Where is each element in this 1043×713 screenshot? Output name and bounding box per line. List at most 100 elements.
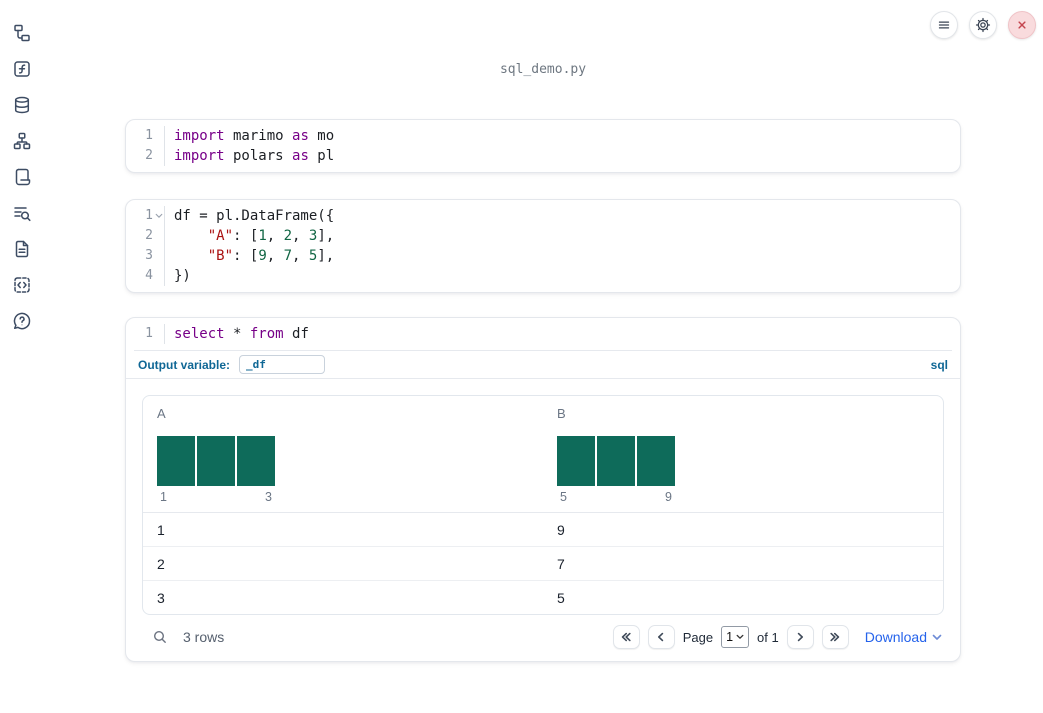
tick-min: 1 <box>160 490 167 504</box>
histogram-bar <box>597 436 635 486</box>
sidebar-item-snippets[interactable] <box>12 275 32 295</box>
line-number: 1 <box>145 208 153 223</box>
code-text[interactable]: import polars as pl <box>164 146 960 166</box>
code-cell-imports[interactable]: 1 import marimo as mo 2 import polars as pl <box>125 119 961 173</box>
code-editor[interactable]: 1 import marimo as mo 2 import polars as pl <box>126 120 960 172</box>
divider <box>126 378 960 379</box>
table-cell: 1 <box>157 521 165 538</box>
download-button[interactable]: Download <box>865 629 942 645</box>
sidebar-item-dependency-graph[interactable] <box>12 131 32 151</box>
line-number: 3 <box>145 248 153 263</box>
line-number: 1 <box>145 326 153 341</box>
chevron-left-icon <box>655 631 667 643</box>
sidebar-item-data-sources[interactable] <box>12 95 32 115</box>
fold-gutter <box>153 266 164 286</box>
table-footer: 3 rows Page 1 of <box>142 625 944 649</box>
menu-button[interactable] <box>930 11 958 39</box>
line-number: 2 <box>145 228 153 243</box>
sidebar-item-help[interactable] <box>12 311 32 331</box>
output-variable-label: Output variable: <box>138 357 231 372</box>
scroll-icon <box>12 167 32 187</box>
fold-gutter <box>153 324 164 344</box>
table-footer-left: 3 rows <box>144 629 224 645</box>
database-icon <box>12 95 32 115</box>
list-search-icon <box>12 203 32 223</box>
code-text[interactable]: "A": [1, 2, 3], <box>164 226 960 246</box>
code-text[interactable]: }) <box>164 266 960 286</box>
menu-icon <box>935 16 953 34</box>
code-line[interactable]: 2 "A": [1, 2, 3], <box>126 226 960 246</box>
top-actions <box>930 11 1036 39</box>
table-cell: 5 <box>557 589 565 606</box>
line-number: 2 <box>145 148 153 163</box>
code-text[interactable]: select * from df <box>164 324 960 344</box>
sql-editor[interactable]: 1 select * from df <box>126 318 960 350</box>
output-variable-input[interactable]: _df <box>239 355 326 374</box>
code-text[interactable]: df = pl.DataFrame({ <box>164 206 960 226</box>
code-line[interactable]: 3 "B": [9, 7, 5], <box>126 246 960 266</box>
sidebar-item-variables[interactable] <box>12 59 32 79</box>
fold-chevron-down-icon[interactable] <box>153 206 164 226</box>
file-tree-icon <box>12 23 32 43</box>
sidebar-item-outline[interactable] <box>12 203 32 223</box>
prev-page-button[interactable] <box>647 625 675 649</box>
close-button[interactable] <box>1008 11 1036 39</box>
table-cell: 9 <box>557 521 565 538</box>
code-text[interactable]: "B": [9, 7, 5], <box>164 246 960 266</box>
code-line[interactable]: 1 select * from df <box>126 324 960 344</box>
sidebar-item-documentation[interactable] <box>12 239 32 259</box>
helper-sidebar <box>0 0 44 713</box>
column-histogram <box>157 436 275 486</box>
sidebar-item-logs[interactable] <box>12 167 32 187</box>
output-variable-row: Output variable: _df sql <box>126 351 960 378</box>
column-name[interactable]: B <box>557 406 566 421</box>
network-icon <box>12 131 32 151</box>
line-number: 4 <box>145 268 153 283</box>
chevron-right-icon <box>794 631 806 643</box>
row-count: 3 rows <box>183 629 225 645</box>
tick-min: 5 <box>560 490 567 504</box>
code-editor[interactable]: 1 df = pl.DataFrame({2 "A": [1, 2, 3], 3 "… <box>126 200 960 292</box>
next-page-button[interactable] <box>786 625 814 649</box>
pagination: Page 1 of 1 Download <box>612 625 942 649</box>
x-icon <box>1013 16 1031 34</box>
page-select[interactable]: 1 <box>721 626 750 648</box>
settings-button[interactable] <box>969 11 997 39</box>
page-select-value: 1 <box>726 630 734 644</box>
sidebar-item-files[interactable] <box>12 23 32 43</box>
histogram-bar <box>157 436 195 486</box>
table-cell: 2 <box>157 555 165 572</box>
function-square-icon <box>12 59 32 79</box>
code-cell-dataframe[interactable]: 1 df = pl.DataFrame({2 "A": [1, 2, 3], 3 "… <box>125 199 961 293</box>
code-line[interactable]: 4}) <box>126 266 960 286</box>
page-total: of 1 <box>757 629 779 645</box>
notebook-filename[interactable]: sql_demo.py <box>499 62 587 77</box>
search-icon[interactable] <box>152 629 168 645</box>
last-page-button[interactable] <box>821 625 849 649</box>
code-line[interactable]: 1 import marimo as mo <box>126 126 960 146</box>
chevrons-left-icon <box>620 631 632 643</box>
fold-gutter <box>153 246 164 266</box>
file-text-icon <box>12 239 32 259</box>
code-text[interactable]: import marimo as mo <box>164 126 960 146</box>
histogram-bar <box>197 436 235 486</box>
code-line[interactable]: 1 df = pl.DataFrame({ <box>126 206 960 226</box>
tick-max: 3 <box>265 490 272 504</box>
column-name[interactable]: A <box>157 406 166 421</box>
help-bubble-icon <box>12 311 32 331</box>
code-square-icon <box>12 275 32 295</box>
first-page-button[interactable] <box>612 625 640 649</box>
sql-language-badge: sql <box>930 357 948 372</box>
code-line[interactable]: 2 import polars as pl <box>126 146 960 166</box>
notebook-main: sql_demo.py 1 import marimo as mo 2 import … <box>125 0 961 662</box>
